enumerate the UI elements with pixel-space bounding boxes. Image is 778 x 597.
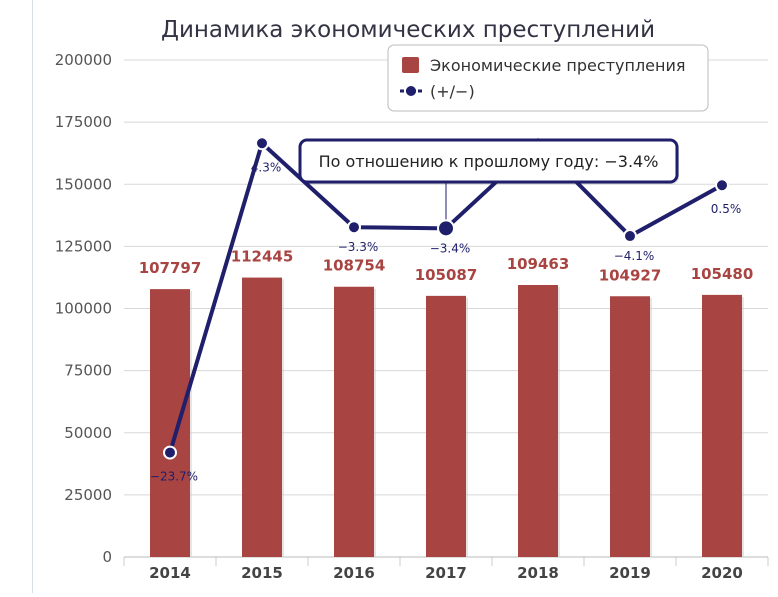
y-tick-label: 150000: [55, 175, 112, 193]
x-tick-label: 2020: [701, 564, 743, 582]
legend-line-label: (+/−): [430, 82, 475, 101]
bar-value-label: 108754: [323, 257, 386, 275]
chart-frame-border: [32, 0, 33, 593]
line-point-label: −3.4%: [430, 241, 471, 255]
y-tick-label: 175000: [55, 113, 112, 131]
bar[interactable]: [426, 295, 466, 557]
y-tick-label: 200000: [55, 51, 112, 69]
bar-value-label: 105480: [691, 265, 754, 283]
line-point[interactable]: [715, 178, 729, 193]
x-tick-label: 2014: [149, 564, 191, 582]
x-tick-label: 2018: [517, 564, 559, 582]
bar-value-label: 107797: [139, 259, 202, 277]
y-tick-label: 0: [102, 548, 112, 566]
y-tick-label: 100000: [55, 300, 112, 318]
line-point-label: −4.1%: [614, 249, 655, 263]
line-point-label: −23.7%: [150, 470, 198, 484]
y-tick-label: 25000: [64, 486, 112, 504]
bar[interactable]: [610, 296, 650, 557]
tooltip-text: По отношению к прошлому году: −3.4%: [319, 152, 659, 171]
line-point[interactable]: [437, 219, 455, 238]
bar[interactable]: [518, 284, 558, 557]
legend: [387, 44, 709, 112]
bar[interactable]: [150, 289, 190, 557]
bar-value-label: 112445: [231, 248, 294, 266]
bar[interactable]: [334, 286, 374, 557]
y-tick-label: 125000: [55, 237, 112, 255]
line-point[interactable]: [255, 136, 269, 151]
legend-bar-swatch[interactable]: [402, 57, 419, 73]
line-point-label: 0.5%: [711, 202, 742, 216]
x-tick-label: 2015: [241, 564, 283, 582]
line-point[interactable]: [347, 220, 361, 235]
bar-value-label: 105087: [415, 266, 478, 284]
bar[interactable]: [702, 294, 742, 557]
tooltip-box: [298, 138, 679, 184]
bar-value-label: 109463: [507, 255, 570, 273]
y-tick-label: 75000: [64, 362, 112, 380]
line-point[interactable]: [623, 229, 637, 244]
line-point-label: −3.3%: [338, 240, 379, 254]
x-tick-label: 2017: [425, 564, 467, 582]
legend-bar-label: Экономические преступления: [430, 56, 686, 75]
line-point-label: 4.3%: [251, 160, 282, 174]
bar[interactable]: [242, 277, 282, 557]
x-tick-label: 2019: [609, 564, 651, 582]
line-point[interactable]: [163, 445, 177, 460]
legend-line-marker: [406, 86, 416, 96]
y-tick-label: 50000: [64, 424, 112, 442]
bar-value-label: 104927: [599, 266, 662, 284]
chart-title: Динамика экономических преступлений: [161, 17, 655, 43]
x-tick-label: 2016: [333, 564, 375, 582]
